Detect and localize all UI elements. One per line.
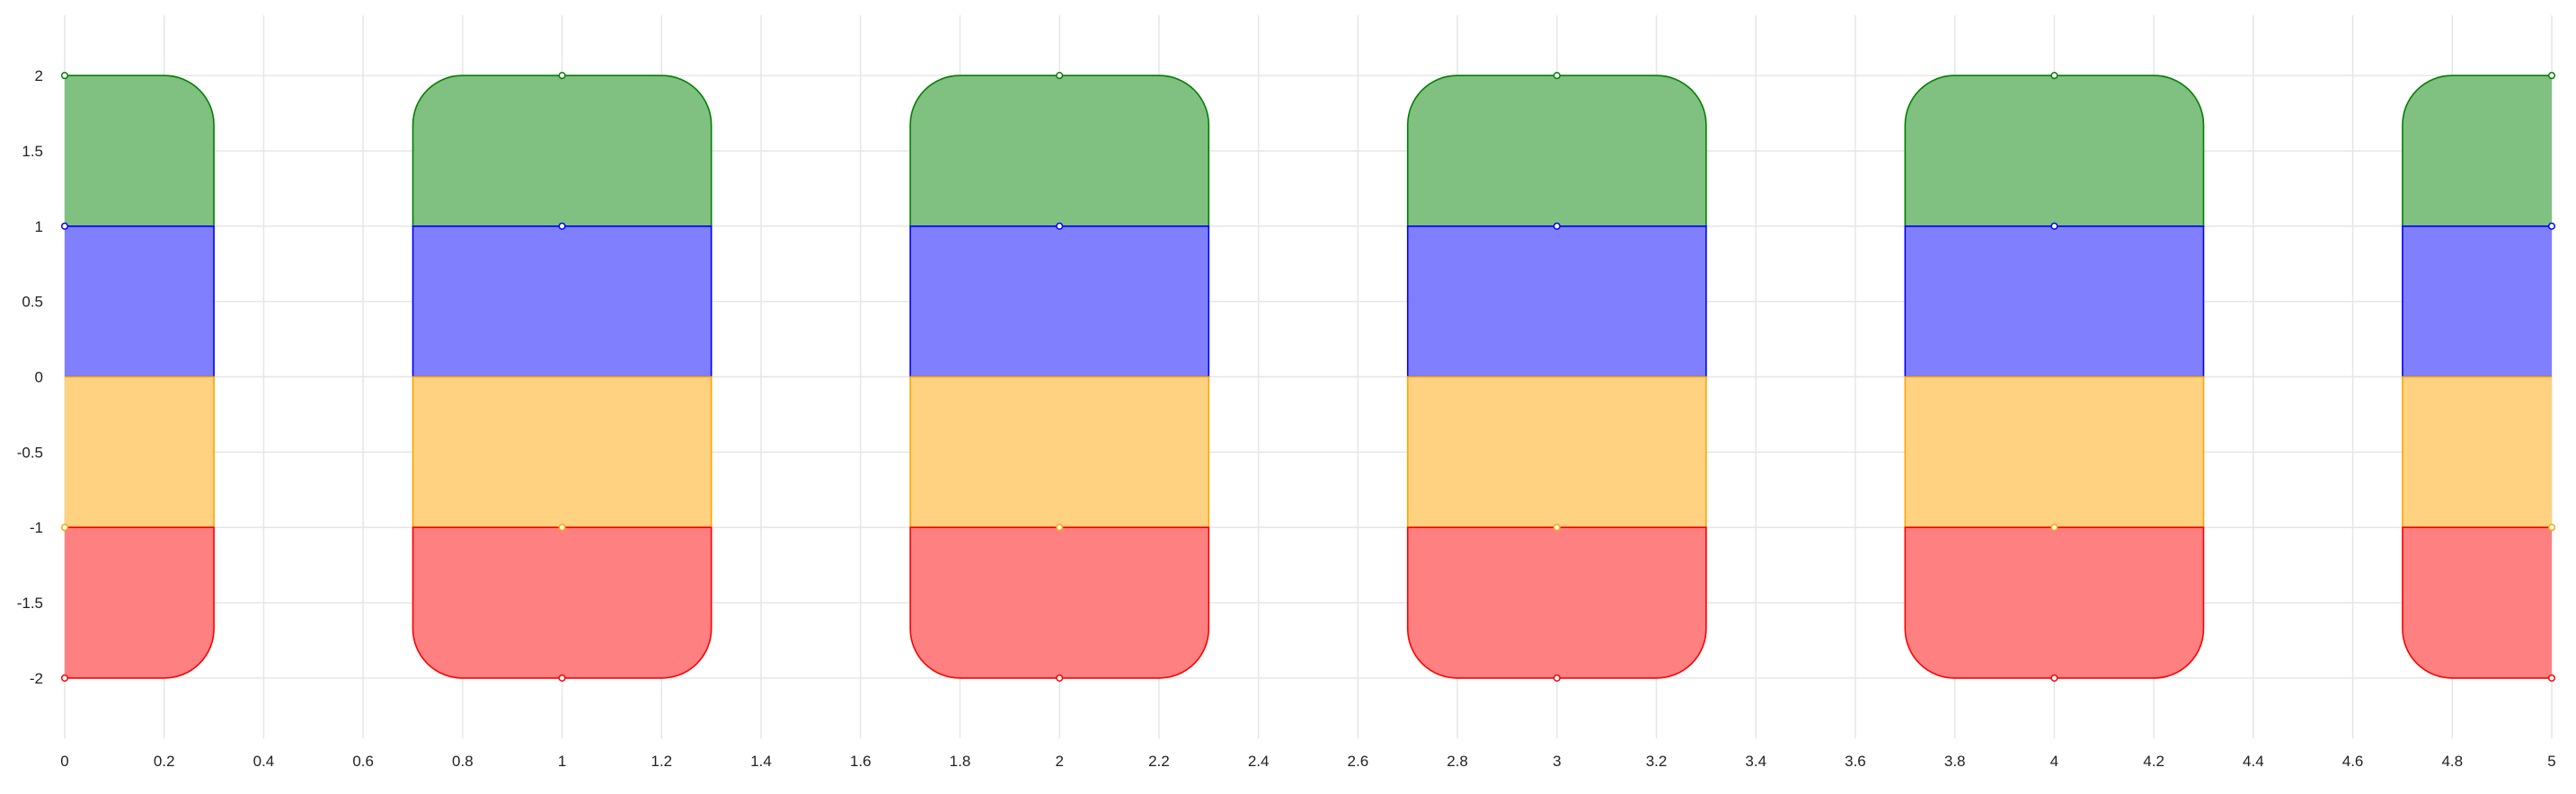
x-tick-label: 0.8 bbox=[452, 753, 474, 770]
bar bbox=[412, 526, 713, 679]
bar bbox=[1904, 75, 2205, 227]
bar bbox=[1406, 75, 1707, 227]
bar bbox=[65, 526, 215, 679]
data-point bbox=[2050, 524, 2058, 532]
bar bbox=[412, 225, 713, 378]
y-tick-label: 0 bbox=[35, 369, 43, 386]
data-point bbox=[2547, 524, 2556, 532]
x-tick-label: 2.6 bbox=[1348, 753, 1369, 770]
y-tick-label: 1 bbox=[35, 218, 43, 235]
data-point bbox=[558, 222, 566, 230]
data-point bbox=[1056, 524, 1064, 532]
x-tick-label: 0 bbox=[60, 753, 68, 770]
y-tick-label: 0.5 bbox=[22, 294, 43, 311]
x-axis: 0 0.2 0.4 0.6 0.8 1 1.2 1.4 1.6 1.8 2 2.2 2.4 2.6 2.8 3… bbox=[60, 753, 2555, 770]
bar bbox=[1904, 526, 2205, 679]
bar bbox=[1406, 526, 1707, 679]
data-point bbox=[2547, 72, 2556, 80]
data-point bbox=[1056, 674, 1064, 682]
x-tick-label: 2.8 bbox=[1447, 753, 1468, 770]
x-tick-label: 1 bbox=[558, 753, 566, 770]
x-tick-label: 0.2 bbox=[154, 753, 175, 770]
data-point bbox=[60, 524, 69, 532]
bar bbox=[2402, 75, 2552, 227]
y-axis: 2 1.5 1 0.5 0 -0.5 -1 -1.5 -2 bbox=[17, 67, 43, 687]
data-point bbox=[60, 222, 69, 230]
bar bbox=[412, 75, 713, 227]
data-point bbox=[558, 674, 566, 682]
x-tick-label: 1.8 bbox=[950, 753, 971, 770]
y-tick-label: -1.5 bbox=[17, 595, 43, 612]
x-tick-label: 1.2 bbox=[651, 753, 672, 770]
data-point bbox=[1553, 222, 1561, 230]
bar bbox=[412, 375, 713, 529]
data-point bbox=[1056, 72, 1064, 80]
markers bbox=[60, 72, 2556, 682]
data-point bbox=[2050, 674, 2058, 682]
x-tick-label: 3 bbox=[1553, 753, 1561, 770]
data-point bbox=[558, 72, 566, 80]
x-tick-label: 2.2 bbox=[1148, 753, 1170, 770]
data-point bbox=[2547, 674, 2556, 682]
y-tick-label: 1.5 bbox=[22, 143, 43, 160]
data-point bbox=[2050, 72, 2058, 80]
bar bbox=[1406, 375, 1707, 529]
bar bbox=[909, 375, 1210, 529]
x-tick-label: 3.6 bbox=[1845, 753, 1866, 770]
x-tick-label: 5 bbox=[2547, 753, 2555, 770]
bar bbox=[909, 75, 1210, 227]
x-tick-label: 0.4 bbox=[253, 753, 275, 770]
data-point bbox=[2050, 222, 2058, 230]
bar bbox=[909, 225, 1210, 378]
x-tick-label: 3.2 bbox=[1646, 753, 1668, 770]
data-point bbox=[1553, 72, 1561, 80]
data-point bbox=[60, 72, 69, 80]
data-point bbox=[1056, 222, 1064, 230]
x-tick-label: 0.6 bbox=[352, 753, 374, 770]
bar bbox=[2402, 375, 2552, 529]
x-tick-label: 4.2 bbox=[2143, 753, 2164, 770]
y-tick-label: -0.5 bbox=[17, 444, 43, 461]
bars bbox=[65, 75, 2552, 679]
x-tick-label: 2.4 bbox=[1248, 753, 1270, 770]
data-point bbox=[60, 674, 69, 682]
x-tick-label: 4.6 bbox=[2342, 753, 2364, 770]
data-point bbox=[2547, 222, 2556, 230]
y-tick-label: -1 bbox=[30, 519, 43, 536]
bar bbox=[1406, 225, 1707, 378]
x-tick-label: 1.6 bbox=[850, 753, 872, 770]
x-tick-label: 3.4 bbox=[1745, 753, 1766, 770]
data-point bbox=[1553, 674, 1561, 682]
x-tick-label: 4 bbox=[2050, 753, 2058, 770]
x-tick-label: 2 bbox=[1055, 753, 1063, 770]
data-point bbox=[1553, 524, 1561, 532]
x-tick-label: 4.4 bbox=[2243, 753, 2264, 770]
y-tick-label: 2 bbox=[35, 67, 43, 84]
x-tick-label: 1.4 bbox=[750, 753, 772, 770]
x-tick-label: 4.8 bbox=[2441, 753, 2463, 770]
data-point bbox=[558, 524, 566, 532]
bar bbox=[2402, 526, 2552, 679]
bar bbox=[909, 526, 1210, 679]
bar bbox=[1904, 225, 2205, 378]
bar bbox=[2402, 225, 2552, 378]
bar bbox=[1904, 375, 2205, 529]
bar bbox=[65, 75, 215, 227]
y-tick-label: -2 bbox=[30, 670, 43, 687]
x-tick-label: 3.8 bbox=[1944, 753, 1966, 770]
